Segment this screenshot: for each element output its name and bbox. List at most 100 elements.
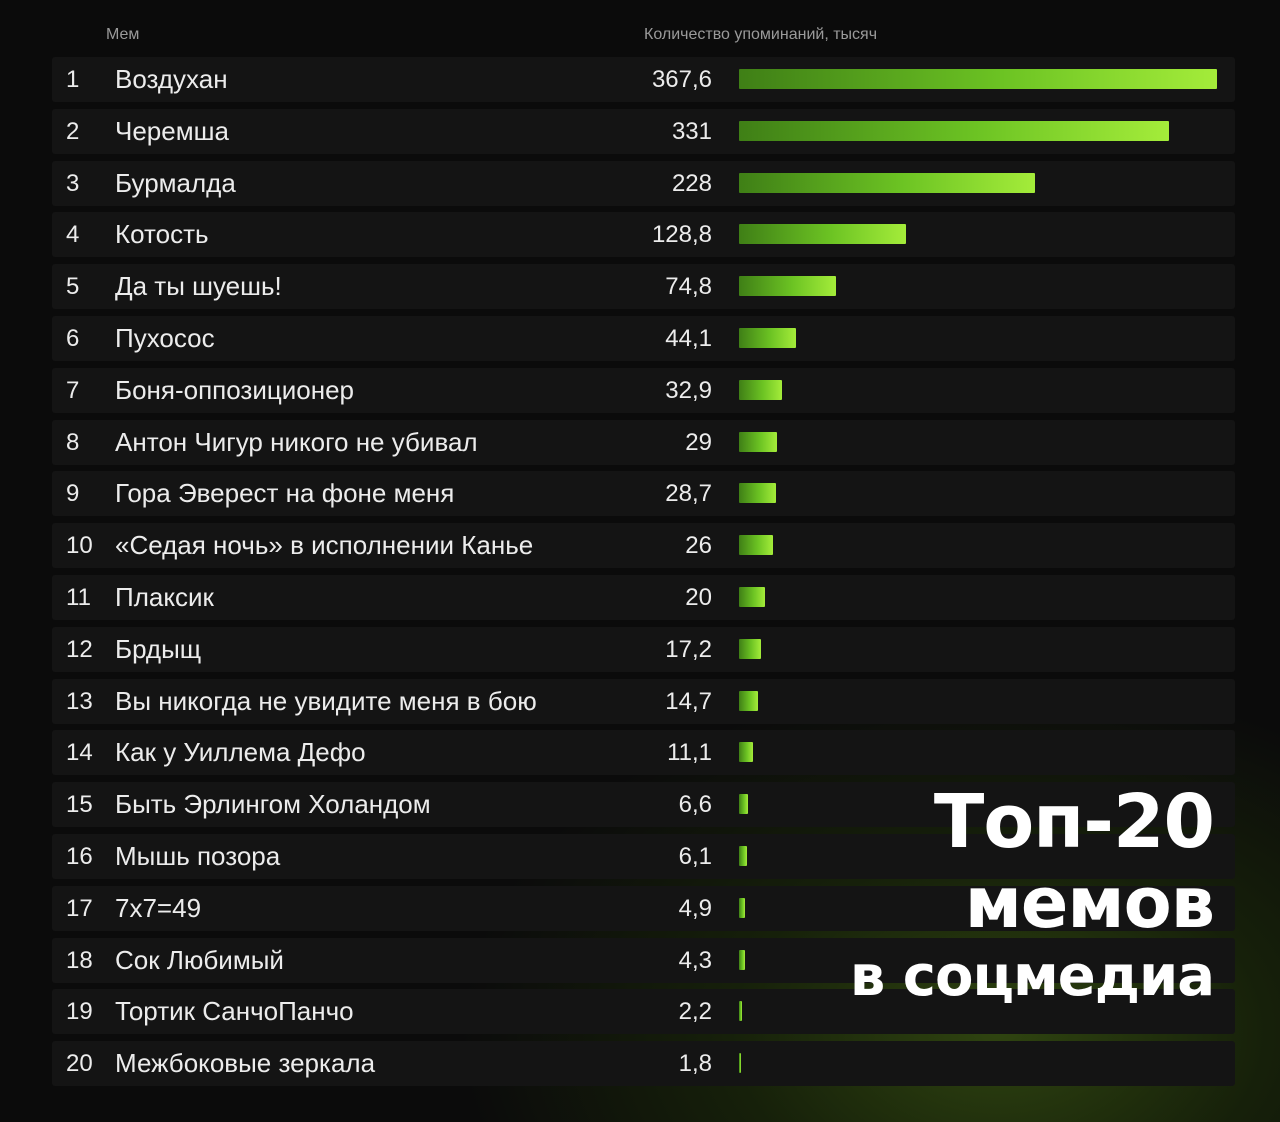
row-meme-name: Плаксик	[115, 581, 214, 612]
column-header-count: Количество упоминаний, тысяч	[644, 26, 878, 43]
row-meme-name: Тортик СанчоПанчо	[115, 996, 354, 1027]
row-value-label: 44,1	[665, 324, 712, 352]
row-meme-name: Сок Любимый	[115, 944, 284, 975]
bar-mark	[739, 172, 1036, 193]
chart-row: 10 «Седая ночь» в исполнении Канье 26	[52, 523, 1235, 569]
bar-mark	[739, 949, 745, 970]
row-meme-name: Мышь позора	[115, 840, 281, 871]
chart-row: 20 Межбоковые зеркала 1,8	[52, 1041, 1235, 1087]
row-meme-name: Антон Чигур никого не убивал	[115, 426, 478, 457]
row-value-label: 17,2	[665, 635, 712, 663]
row-rank: 1	[66, 66, 80, 93]
row-rank: 19	[66, 998, 93, 1026]
row-meme-name: Брдыщ	[115, 633, 202, 664]
row-value-label: 14,7	[665, 687, 712, 715]
chart-row: 11 Плаксик 20	[52, 574, 1235, 620]
row-value-label: 28,7	[665, 480, 712, 508]
row-meme-name: Межбоковые зеркала	[115, 1048, 376, 1079]
row-meme-name: 7x7=49	[115, 892, 202, 923]
bar-mark	[739, 897, 746, 918]
chart-rows: 1 Воздухан 367,6 2 Черемша 331 3 Бурмалда 228 4 Ко…	[52, 57, 1235, 1093]
row-value-label: 367,6	[651, 66, 712, 93]
chart-row: 4 Котость 128,8	[52, 212, 1235, 258]
row-rank: 2	[66, 117, 80, 145]
row-meme-name: Пухосос	[115, 322, 215, 353]
chart-row: 3 Бурмалда 228	[52, 160, 1235, 206]
chart-row: 8 Антон Чигур никого не убивал 29	[52, 419, 1235, 465]
row-rank: 15	[66, 791, 93, 819]
row-meme-name: Гора Эверест на фоне меня	[115, 478, 455, 509]
chart-row: 2 Черемша 331	[52, 108, 1235, 154]
row-value-label: 128,8	[651, 221, 712, 249]
row-rank: 17	[66, 894, 93, 922]
row-value-label: 6,6	[678, 791, 712, 819]
chart-row: 6 Пухосос 44,1	[52, 315, 1235, 361]
row-value-label: 6,1	[678, 842, 712, 870]
row-value-label: 2,2	[678, 998, 712, 1026]
bar-mark	[739, 431, 777, 452]
title-line-2: мемов	[964, 862, 1215, 944]
row-value-label: 331	[671, 117, 712, 145]
chart-row: 17 7x7=49 4,9	[52, 885, 1235, 931]
row-rank: 7	[66, 376, 80, 404]
row-value-label: 74,8	[665, 273, 712, 301]
chart-row: 15 Быть Эрлингом Холандом 6,6	[52, 782, 1235, 828]
row-value-label: 4,3	[678, 946, 712, 974]
row-rank: 6	[66, 324, 80, 352]
row-rank: 9	[66, 480, 80, 508]
chart-row: 16 Мышь позора 6,1	[52, 833, 1235, 879]
row-rank: 10	[66, 532, 93, 560]
row-value-label: 32,9	[665, 376, 712, 404]
row-meme-name: Воздухан	[115, 64, 228, 94]
bar-mark	[739, 483, 777, 504]
row-rank: 11	[66, 583, 91, 611]
bar-mark	[739, 69, 1217, 89]
row-rank: 4	[66, 221, 80, 249]
title-line-3: в соцмедиа	[849, 944, 1215, 1009]
bar-mark	[739, 1001, 742, 1022]
row-meme-name: Черемша	[115, 115, 229, 146]
bar-mark	[739, 586, 765, 607]
row-value-label: 26	[685, 532, 712, 560]
chart-row: 12 Брдыщ 17,2	[52, 626, 1235, 672]
row-rank: 14	[66, 739, 93, 767]
row-value-label: 29	[685, 428, 712, 456]
bar-mark	[739, 327, 797, 348]
bar-mark	[739, 638, 762, 659]
bar-mark	[739, 224, 907, 245]
bar-mark	[739, 690, 759, 711]
bar-mark	[739, 845, 747, 866]
bar-mark	[739, 535, 773, 556]
row-meme-name: Вы никогда не увидите меня в бою	[115, 685, 537, 716]
row-meme-name: Быть Эрлингом Холандом	[115, 789, 431, 820]
row-rank: 12	[66, 635, 93, 663]
bar-mark	[739, 379, 782, 400]
row-value-label: 20	[685, 583, 712, 611]
title-line-1: Топ-20	[933, 779, 1215, 865]
row-value-label: 11,1	[667, 739, 712, 767]
bar-mark	[739, 120, 1170, 141]
row-rank: 13	[66, 687, 93, 715]
chart-row: 13 Вы никогда не увидите меня в бою 14,7	[52, 678, 1235, 724]
chart-row: 18 Сок Любимый 4,3	[52, 937, 1235, 983]
row-rank: 18	[66, 946, 93, 974]
row-meme-name: Котость	[115, 219, 209, 250]
bar-mark	[739, 1053, 742, 1074]
chart-row: 5 Да ты шуешь! 74,8	[52, 264, 1235, 310]
row-meme-name: Как у Уиллема Дефо	[115, 737, 366, 768]
column-header-meme: Мем	[106, 26, 140, 43]
bar-mark	[739, 742, 754, 763]
bar-mark	[739, 794, 748, 815]
chart-row: 14 Как у Уиллема Дефо 11,1	[52, 730, 1235, 776]
row-meme-name: Да ты шуешь!	[115, 271, 282, 302]
chart-row: 1 Воздухан 367,6	[52, 57, 1235, 102]
chart-row: 19 Тортик СанчоПанчо 2,2	[52, 989, 1235, 1035]
row-value-label: 1,8	[678, 1050, 712, 1078]
row-rank: 16	[66, 842, 93, 870]
chart-row: 7 Боня-оппозиционер 32,9	[52, 367, 1235, 413]
bar-mark	[739, 276, 837, 297]
row-rank: 20	[66, 1050, 93, 1078]
row-meme-name: Бурмалда	[115, 167, 236, 198]
row-meme-name: Боня-оппозиционер	[115, 374, 355, 405]
chart-title: Топ-20 мемов в соцмедиа	[849, 779, 1215, 1012]
